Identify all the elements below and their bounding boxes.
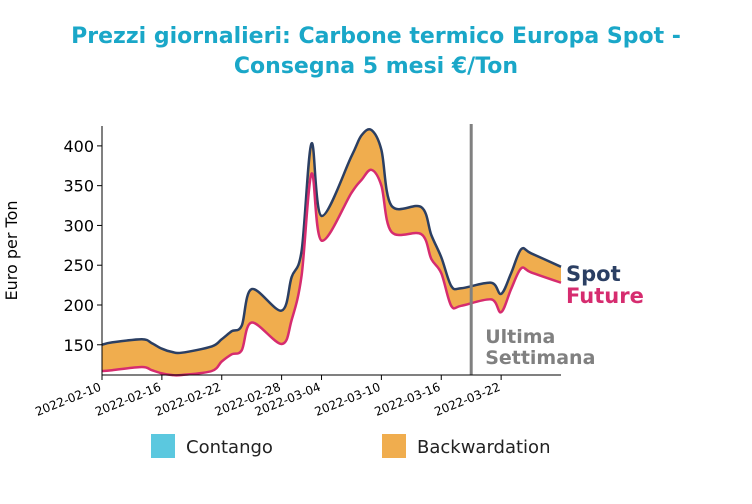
spot-line <box>101 127 562 355</box>
marker-label-line: Ultima <box>485 326 555 348</box>
x-tick-label: 2022-03-10 <box>313 380 383 419</box>
future-end-label: Future <box>566 284 644 308</box>
chart-title: Prezzi giornalieri: Carbone termico Euro… <box>0 22 752 82</box>
y-tick-label: 400 <box>63 137 94 156</box>
chart-title-line-1: Prezzi giornalieri: Carbone termico Euro… <box>71 24 681 49</box>
chart-title-line-2: Consegna 5 mesi €/Ton <box>233 54 519 79</box>
x-tick-label: 2022-03-16 <box>372 380 442 419</box>
fill-layer <box>102 129 561 376</box>
legend-swatch <box>151 434 175 458</box>
y-tick-label: 150 <box>63 336 94 355</box>
legend-label: Contango <box>186 437 273 458</box>
y-tick-label: 250 <box>63 256 94 275</box>
legend-label: Backwardation <box>417 437 550 458</box>
legend: Contango Backwardation <box>151 434 550 458</box>
legend-swatch <box>382 434 406 458</box>
x-tick-label: 2022-03-22 <box>432 380 502 419</box>
y-tick-label: 200 <box>63 296 94 315</box>
backwardation-area <box>102 129 561 376</box>
axes: 1502002503003504002022-02-102022-02-1620… <box>2 126 561 419</box>
x-tick-label: 2022-02-16 <box>93 380 163 419</box>
y-axis-label: Euro per Ton <box>2 201 21 301</box>
x-tick-label: 2022-02-22 <box>153 380 223 419</box>
y-tick-label: 350 <box>63 177 94 196</box>
y-tick-label: 300 <box>63 216 94 235</box>
x-tick-label: 2022-02-10 <box>33 380 103 419</box>
spot-end-label: Spot <box>566 262 621 286</box>
marker-label-line: Settimana <box>485 347 595 369</box>
